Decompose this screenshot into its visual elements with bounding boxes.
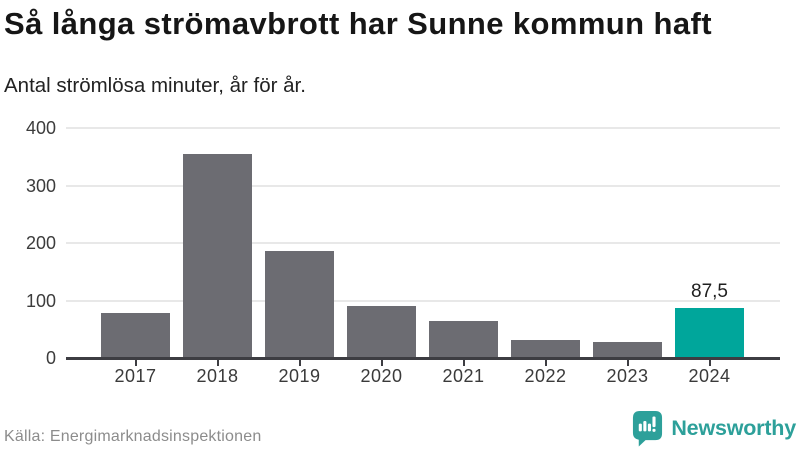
bar-2021 xyxy=(429,320,498,358)
x-axis-tick-2018 xyxy=(216,359,219,366)
bar-value-label: 87,5 xyxy=(691,280,728,302)
bar-2022 xyxy=(511,340,580,358)
bar-2024 xyxy=(675,307,744,358)
x-axis-tick-label-2019: 2019 xyxy=(278,366,321,386)
plot-area xyxy=(66,128,780,358)
gridline-100 xyxy=(66,299,780,302)
y-axis-tick-label-0: 0 xyxy=(45,348,56,368)
x-axis-tick-label-2023: 2023 xyxy=(606,366,649,386)
y-axis-tick-label-100: 100 xyxy=(25,290,56,311)
x-axis-tick-2022 xyxy=(544,359,547,366)
x-axis-tick-2024 xyxy=(708,359,711,366)
newsworthy-wordmark: Newsworthy xyxy=(671,415,796,440)
y-axis-tick-label-400: 400 xyxy=(25,118,56,138)
x-axis-tick-label-2020: 2020 xyxy=(360,366,403,386)
bar-2018 xyxy=(183,154,252,358)
bar-2019 xyxy=(265,251,334,358)
x-axis-tick-label-2018: 2018 xyxy=(196,366,239,386)
x-axis-tick-label-2024: 2024 xyxy=(688,366,731,386)
x-axis-tick-label-2017: 2017 xyxy=(114,366,157,386)
bar-2017 xyxy=(101,313,170,358)
x-axis-tick-2021 xyxy=(462,359,465,366)
bar-2023 xyxy=(593,341,662,358)
y-axis-tick-label-300: 300 xyxy=(25,175,56,196)
x-axis-line xyxy=(66,357,780,360)
chart-title: Så långa strömavbrott har Sunne kommun h… xyxy=(4,6,712,41)
x-axis-tick-2019 xyxy=(298,359,301,366)
newsworthy-logo: Newsworthy xyxy=(631,409,796,447)
x-axis-tick-2017 xyxy=(134,359,137,366)
gridline-400 xyxy=(66,127,780,129)
gridline-200 xyxy=(66,242,780,244)
bar-2020 xyxy=(347,306,416,358)
x-axis-tick-2020 xyxy=(380,359,383,366)
y-axis-tick-label-200: 200 xyxy=(25,233,56,253)
gridline-300 xyxy=(66,184,780,187)
newsworthy-logo-icon xyxy=(631,409,664,447)
x-axis-tick-label-2022: 2022 xyxy=(524,366,567,386)
source-caption: Källa: Energimarknadsinspektionen xyxy=(4,428,262,445)
chart-subtitle: Antal strömlösa minuter, år för år. xyxy=(4,74,306,97)
x-axis-tick-label-2021: 2021 xyxy=(442,366,485,386)
x-axis-tick-2023 xyxy=(626,359,629,366)
